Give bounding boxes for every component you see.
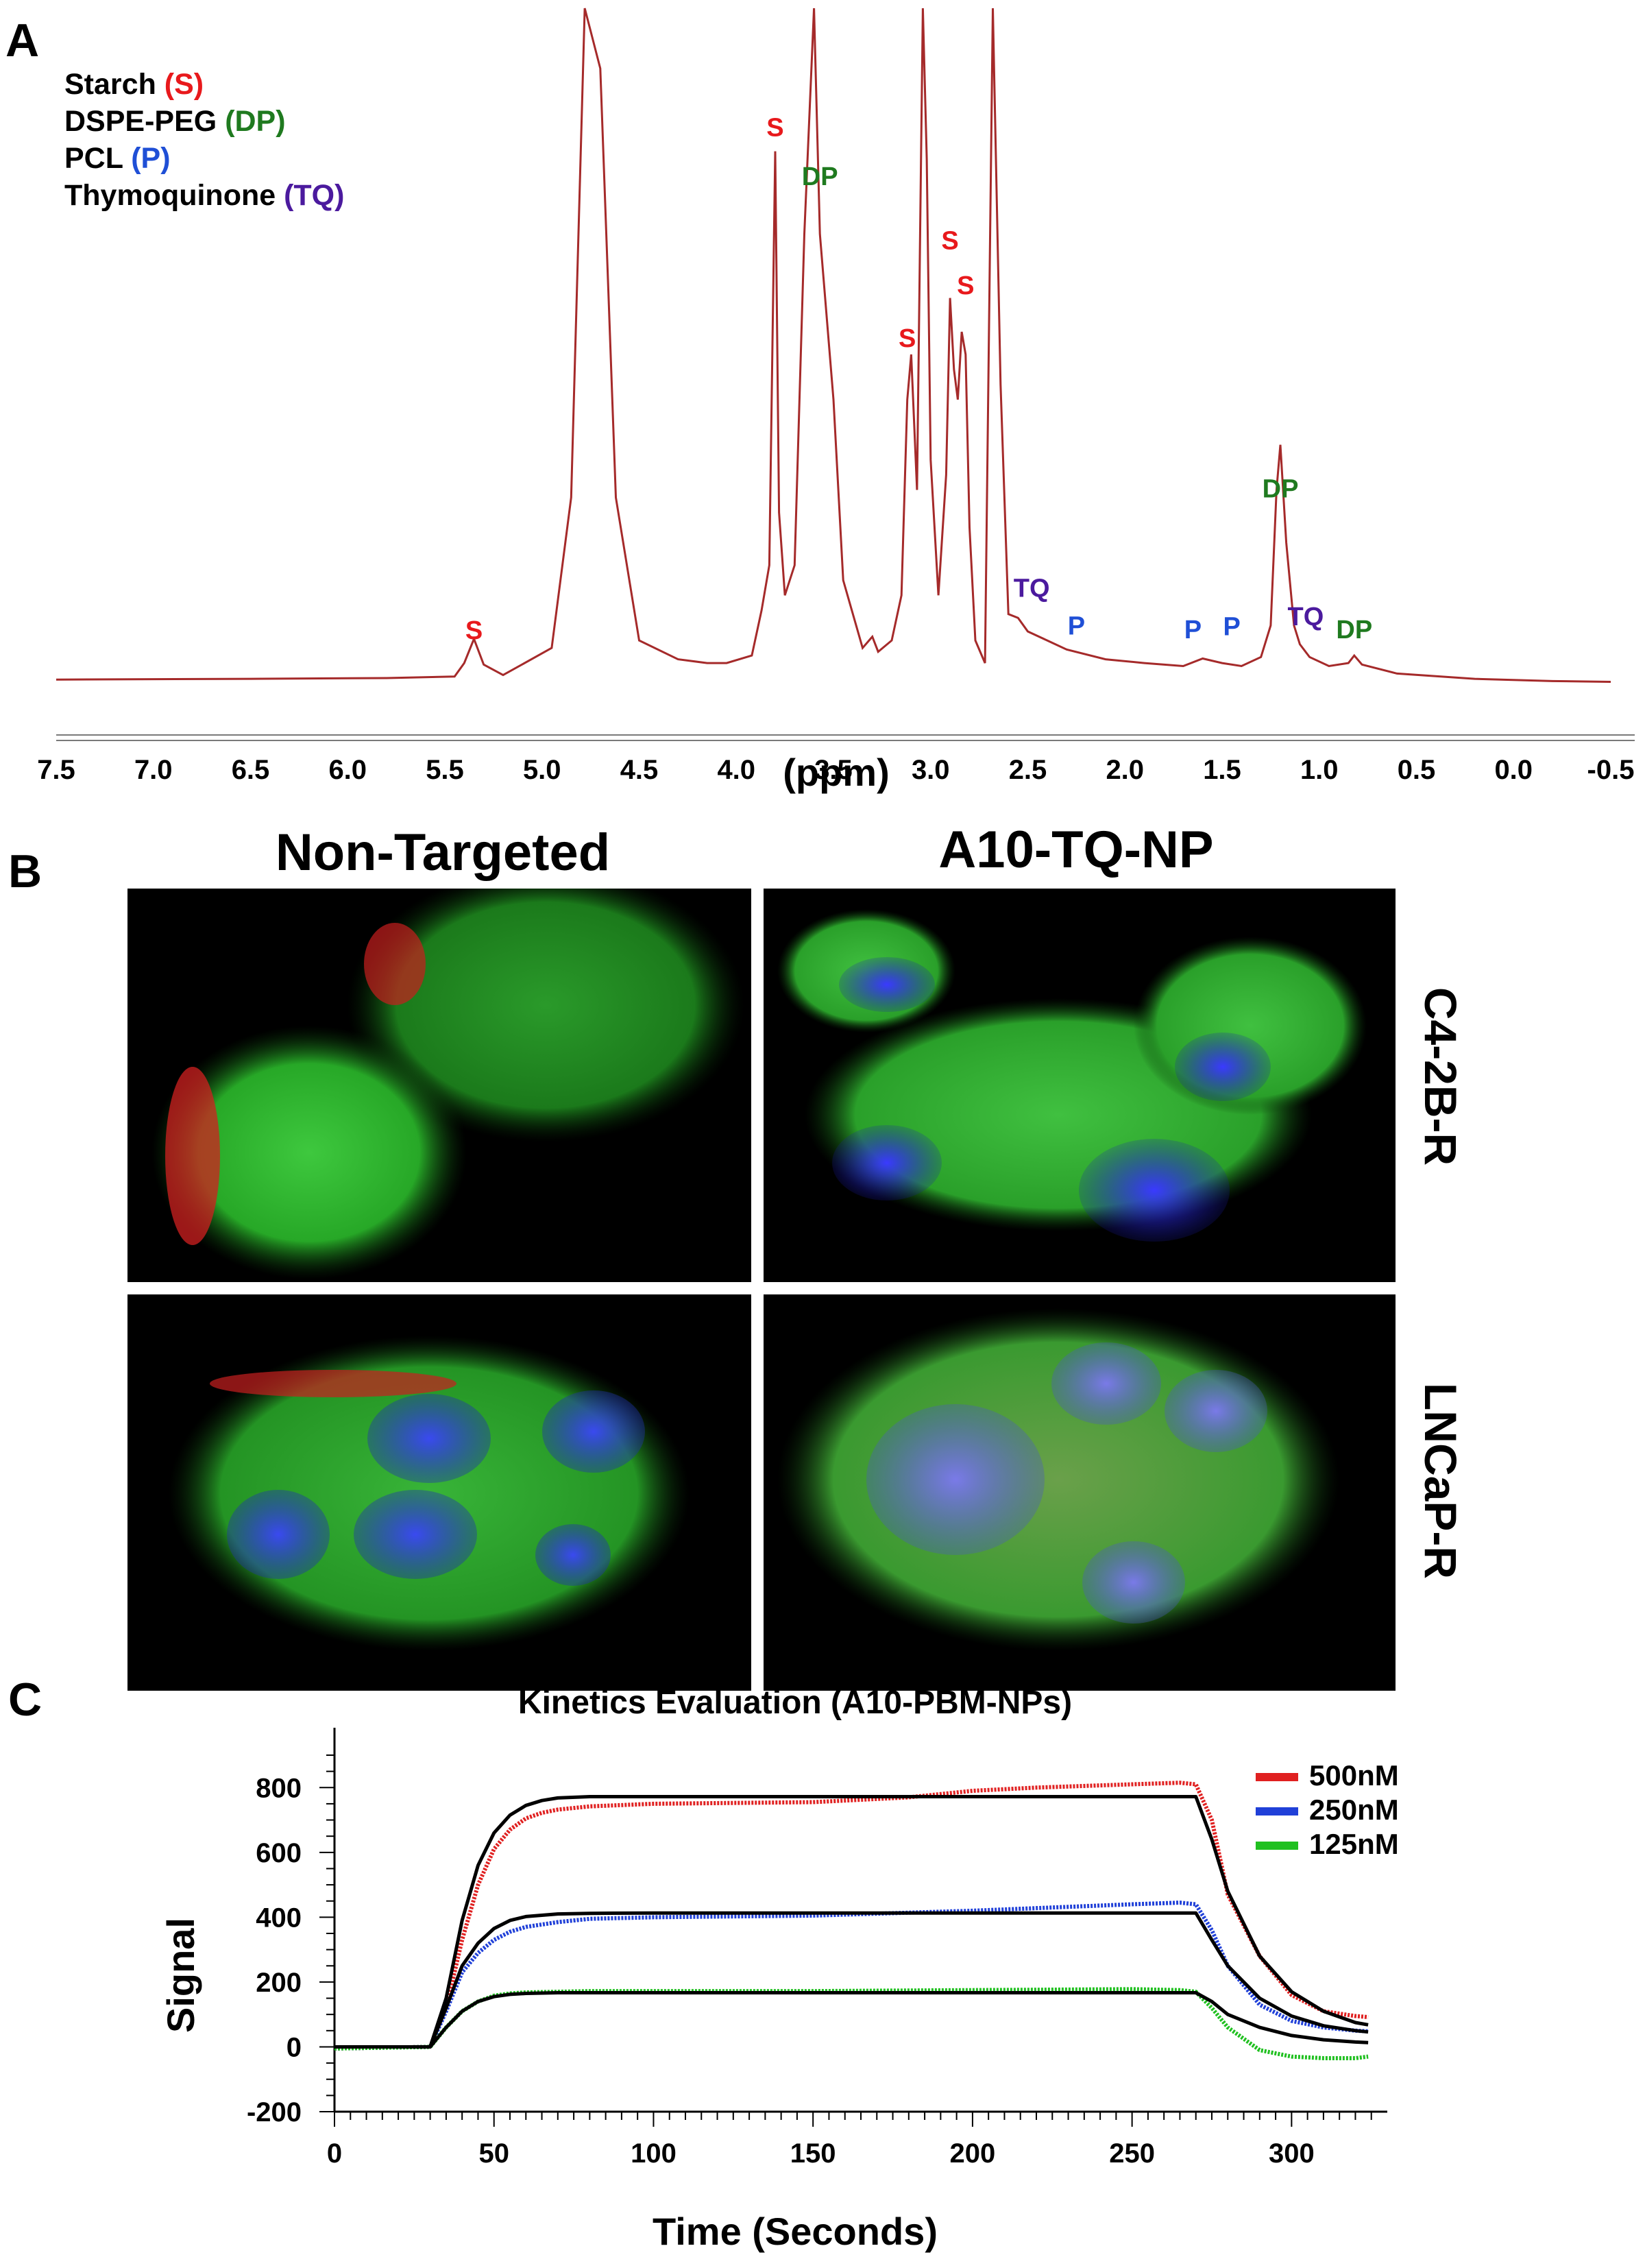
row-label-lncapr: LNCaP-R xyxy=(1415,1382,1466,1579)
kinetics-title: Kinetics Evaluation (A10-PBM-NPs) xyxy=(517,1685,1073,1721)
nmr-x-tick-label: 0.5 xyxy=(1398,755,1436,785)
kinetics-chart: -200 0 200 400 600 800 0 50 100 150 200 250 300 500n… xyxy=(247,1728,1399,2169)
nmr-x-tick-label: 2.5 xyxy=(1009,755,1047,785)
nmr-peak-annotation: P xyxy=(1184,616,1202,644)
legend-label: 125nM xyxy=(1309,1828,1399,1860)
nmr-x-tick-label: 4.5 xyxy=(620,755,659,785)
nmr-x-tick-label: 5.0 xyxy=(523,755,561,785)
panel-a-legend: Starch (S) DSPE-PEG (DP) PCL (P) Thymoqu… xyxy=(64,66,344,214)
micrograph-c42br-non-targeted xyxy=(127,889,751,1282)
legend-label: Starch xyxy=(64,68,156,101)
nmr-x-tick-label: 3.0 xyxy=(912,755,950,785)
legend-code: (TQ) xyxy=(284,179,345,212)
kinetics-x-tick-label: 300 xyxy=(1269,2138,1315,2169)
nmr-x-tick-label: 6.5 xyxy=(232,755,270,785)
nmr-spectrum-chart: 7.5 7.0 6.5 6.0 5.5 5.0 4.5 4.0 3.5 3.0 2.5 2.0 1.5 1… xyxy=(37,8,1635,785)
micrograph-lncapr-non-targeted xyxy=(127,1294,751,1691)
nmr-peak-annotation: S xyxy=(957,272,974,300)
kinetics-y-tick-label: 400 xyxy=(256,1903,302,1933)
microscopy-grid xyxy=(127,889,1396,1691)
kinetics-series-fit-125 xyxy=(334,1991,1369,2049)
legend-label: 500nM xyxy=(1309,1759,1399,1792)
legend-label: 250nM xyxy=(1309,1794,1399,1826)
kinetics-x-tick-label: 250 xyxy=(1109,2138,1155,2169)
panel-c-letter: C xyxy=(8,1674,42,1726)
kinetics-y-tick-label: 800 xyxy=(256,1773,302,1803)
kinetics-series-fit-250 xyxy=(334,1911,1369,2049)
kinetics-ylabel: Signal xyxy=(159,1917,202,2034)
legend-label: DSPE-PEG xyxy=(64,105,217,138)
nmr-x-tick-label: 3.5 xyxy=(814,755,853,785)
nmr-x-tick-label: 7.0 xyxy=(134,755,173,785)
micrograph-c42br-a10-tq-np xyxy=(764,889,1396,1282)
nmr-peak-annotation: DP xyxy=(802,162,838,191)
nmr-x-tick-label: 6.0 xyxy=(328,755,367,785)
nmr-peak-annotation: TQ xyxy=(1288,603,1324,631)
kinetics-x-tick-label: 100 xyxy=(631,2138,677,2169)
nmr-x-tick-label: 1.5 xyxy=(1203,755,1241,785)
nmr-xlabel: (ppm) xyxy=(783,751,890,794)
nmr-peak-annotation: S xyxy=(465,616,483,645)
kinetics-x-tick-label: 200 xyxy=(950,2138,996,2169)
legend-code: (P) xyxy=(131,142,171,175)
nmr-peak-annotation: S xyxy=(766,114,783,143)
legend-label: PCL xyxy=(64,142,123,175)
nmr-x-tick-label: 1.0 xyxy=(1300,755,1339,785)
nmr-x-tick-label: 7.5 xyxy=(37,755,75,785)
nmr-peak-annotation: DP xyxy=(1336,616,1372,644)
kinetics-series-fit-500 xyxy=(334,1795,1369,2049)
nmr-x-tick-label: 4.0 xyxy=(717,755,755,785)
nmr-x-tick-label: -0.5 xyxy=(1587,755,1635,785)
panel-a-letter: A xyxy=(5,14,40,67)
legend-entry-starch: Starch (S) xyxy=(64,66,344,103)
nmr-peak-annotation: S xyxy=(941,226,958,255)
micrograph-lncapr-a10-tq-np xyxy=(764,1294,1396,1691)
kinetics-y-tick-label: 600 xyxy=(256,1838,302,1868)
legend-entry-thymoquinone: Thymoquinone (TQ) xyxy=(64,177,344,214)
nmr-x-tick-label: 2.0 xyxy=(1106,755,1144,785)
column-title-a10-tq-np: A10-TQ-NP xyxy=(938,821,1214,879)
kinetics-y-tick-label: 200 xyxy=(256,1968,302,1998)
legend-code: (DP) xyxy=(225,105,286,138)
nmr-peak-annotation: P xyxy=(1068,612,1085,640)
kinetics-y-tick-label: 0 xyxy=(287,2032,302,2062)
legend-label: Thymoquinone xyxy=(64,179,276,212)
kinetics-y-tick-label: -200 xyxy=(247,2097,302,2127)
nmr-peak-annotation: P xyxy=(1223,612,1240,641)
row-label-c42br: C4-2B-R xyxy=(1415,987,1466,1166)
legend-swatch xyxy=(1256,1773,1298,1781)
kinetics-series-250nM xyxy=(334,1901,1369,2051)
kinetics-x-tick-label: 50 xyxy=(478,2138,509,2169)
nmr-x-tick-label: 0.0 xyxy=(1494,755,1533,785)
nmr-peak-annotation: TQ xyxy=(1014,574,1050,603)
kinetics-xlabel: Time (Seconds) xyxy=(653,2210,938,2253)
kinetics-x-tick-label: 0 xyxy=(327,2138,342,2169)
nmr-peak-annotation: DP xyxy=(1263,475,1299,504)
nmr-x-tick-label: 5.5 xyxy=(426,755,464,785)
legend-code: (S) xyxy=(164,68,204,101)
panel-b-letter: B xyxy=(8,845,42,897)
legend-swatch xyxy=(1256,1842,1298,1850)
kinetics-x-tick-label: 150 xyxy=(790,2138,836,2169)
column-title-non-targeted: Non-Targeted xyxy=(275,823,611,882)
nmr-peak-annotation: S xyxy=(899,324,916,353)
legend-swatch xyxy=(1256,1807,1298,1815)
legend-entry-dspe-peg: DSPE-PEG (DP) xyxy=(64,103,344,140)
nmr-spectrum-line xyxy=(56,8,1611,683)
legend-entry-pcl: PCL (P) xyxy=(64,140,344,177)
